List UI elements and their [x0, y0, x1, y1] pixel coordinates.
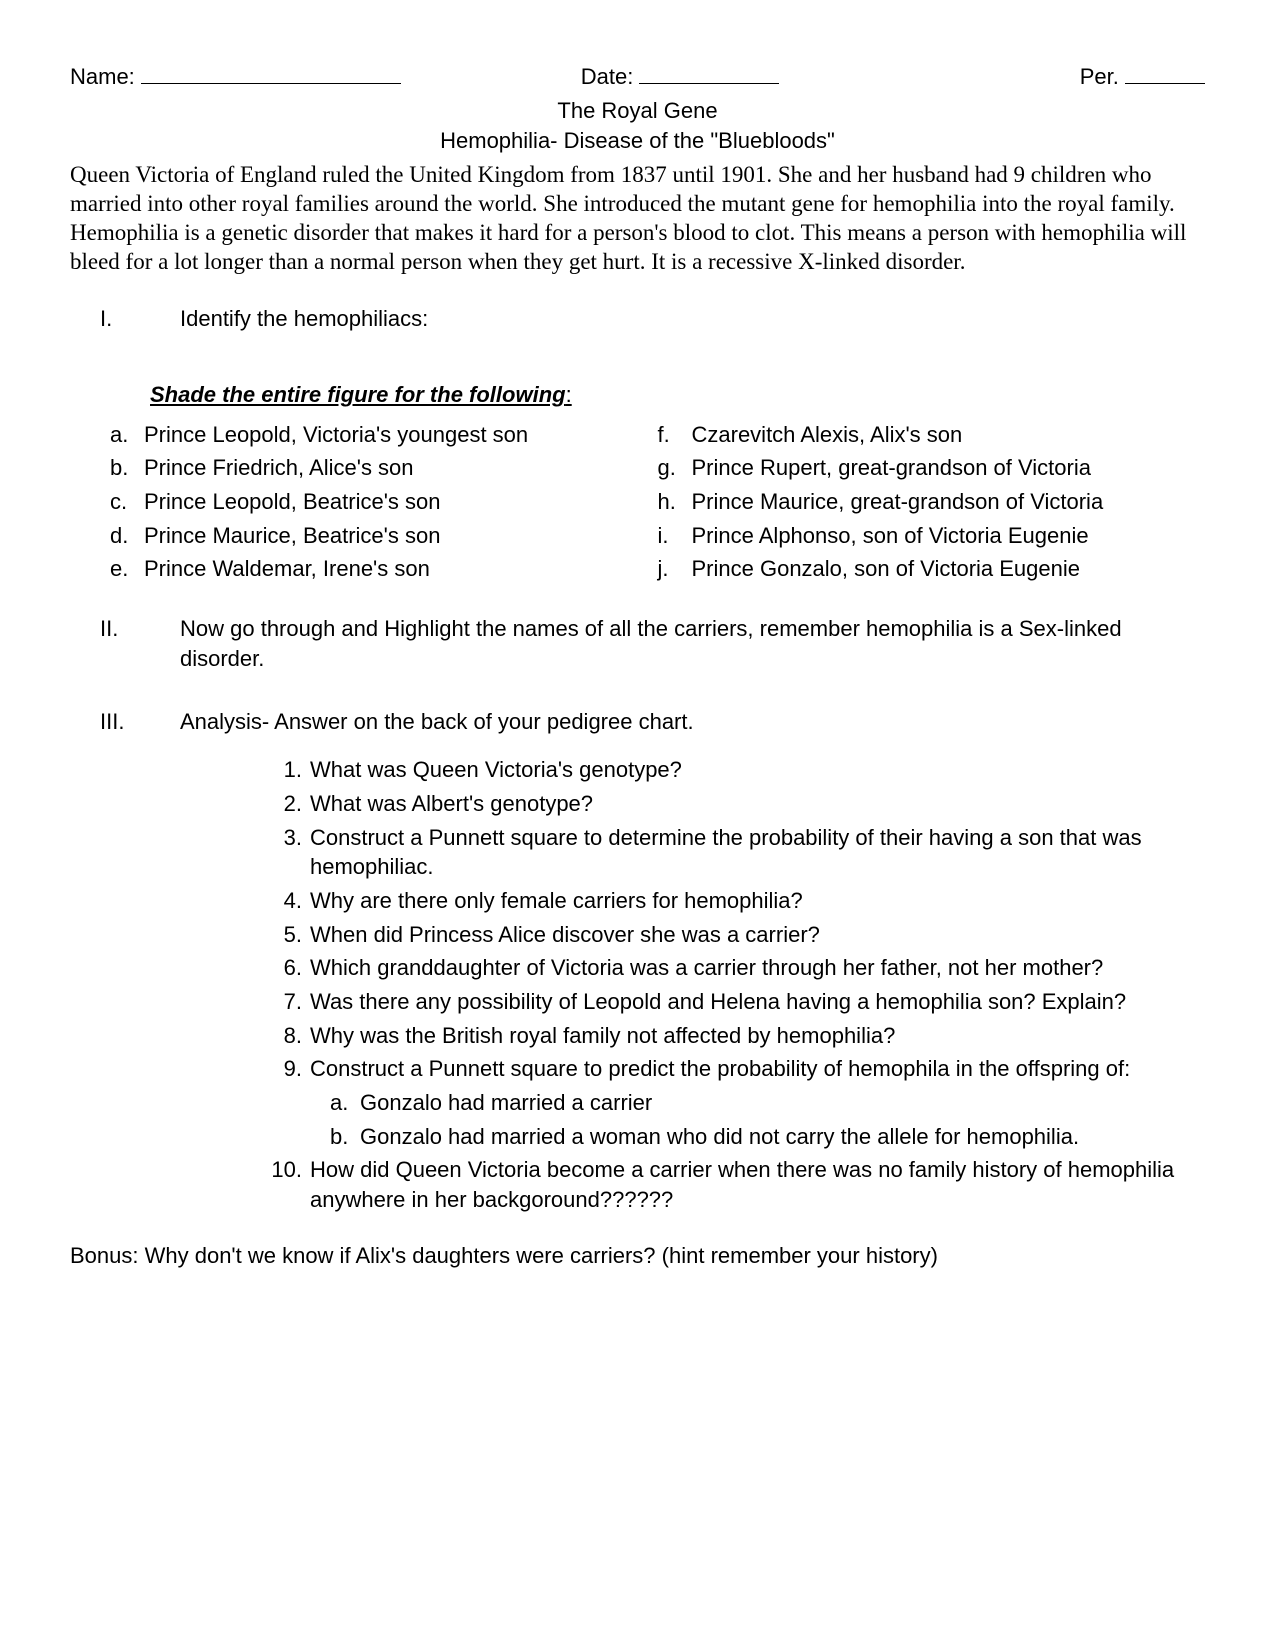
section-1-text: Identify the hemophiliacs: — [180, 304, 1205, 334]
header-row: Name: Date: Per. — [70, 60, 1205, 92]
roman-numeral-3: III. — [100, 707, 180, 737]
date-label: Date: — [581, 64, 634, 89]
per-field: Per. — [1001, 60, 1205, 92]
item-text: Prince Alphonso, son of Victoria Eugenie — [692, 521, 1089, 551]
list-item: d.Prince Maurice, Beatrice's son — [110, 521, 658, 551]
right-column: f.Czarevitch Alexis, Alix's son g.Prince… — [658, 420, 1206, 588]
item-text: Prince Friedrich, Alice's son — [144, 453, 414, 483]
sub-text: Gonzalo had married a woman who did not … — [360, 1122, 1079, 1152]
question-num: 10. — [270, 1155, 310, 1214]
list-item: f.Czarevitch Alexis, Alix's son — [658, 420, 1206, 450]
item-text: Prince Leopold, Beatrice's son — [144, 487, 440, 517]
title-1: The Royal Gene — [70, 96, 1205, 126]
list-item: i.Prince Alphonso, son of Victoria Eugen… — [658, 521, 1206, 551]
sub-letter: b. — [330, 1122, 360, 1152]
question-num: 6. — [270, 953, 310, 983]
item-text: Prince Maurice, Beatrice's son — [144, 521, 440, 551]
name-blank[interactable] — [141, 60, 401, 84]
question-text: What was Queen Victoria's genotype? — [310, 755, 1205, 785]
item-letter: f. — [658, 420, 692, 450]
section-2-text: Now go through and Highlight the names o… — [180, 614, 1205, 673]
section-2: II. Now go through and Highlight the nam… — [100, 614, 1205, 673]
item-text: Prince Maurice, great-grandson of Victor… — [692, 487, 1104, 517]
question-text: When did Princess Alice discover she was… — [310, 920, 1205, 950]
date-blank[interactable] — [639, 60, 779, 84]
question-list: 1.What was Queen Victoria's genotype? 2.… — [270, 755, 1205, 1215]
question-num: 9. — [270, 1054, 310, 1084]
per-blank[interactable] — [1125, 60, 1205, 84]
list-item: c.Prince Leopold, Beatrice's son — [110, 487, 658, 517]
question-num: 2. — [270, 789, 310, 819]
q9-sublist: a.Gonzalo had married a carrier b.Gonzal… — [330, 1088, 1205, 1151]
bonus-question: Bonus: Why don't we know if Alix's daugh… — [70, 1241, 1205, 1271]
left-column: a.Prince Leopold, Victoria's youngest so… — [110, 420, 658, 588]
item-letter: c. — [110, 487, 144, 517]
question-text: Construct a Punnett square to determine … — [310, 823, 1205, 882]
section-1: I. Identify the hemophiliacs: — [100, 304, 1205, 334]
question-text: Why was the British royal family not aff… — [310, 1021, 1205, 1051]
question-num: 3. — [270, 823, 310, 882]
hemophiliac-list: a.Prince Leopold, Victoria's youngest so… — [110, 420, 1205, 588]
list-item: j.Prince Gonzalo, son of Victoria Eugeni… — [658, 554, 1206, 584]
sub-item: a.Gonzalo had married a carrier — [330, 1088, 1205, 1118]
question-item: 10.How did Queen Victoria become a carri… — [270, 1155, 1205, 1214]
sub-letter: a. — [330, 1088, 360, 1118]
question-item: 3.Construct a Punnett square to determin… — [270, 823, 1205, 882]
item-letter: e. — [110, 554, 144, 584]
question-item: 6.Which granddaughter of Victoria was a … — [270, 953, 1205, 983]
item-text: Prince Rupert, great-grandson of Victori… — [692, 453, 1091, 483]
item-letter: i. — [658, 521, 692, 551]
name-label: Name: — [70, 64, 135, 89]
list-item: e.Prince Waldemar, Irene's son — [110, 554, 658, 584]
question-text: What was Albert's genotype? — [310, 789, 1205, 819]
item-letter: j. — [658, 554, 692, 584]
shade-instruction-text: Shade the entire figure for the followin… — [150, 382, 566, 407]
section-3: III. Analysis- Answer on the back of you… — [100, 707, 1205, 737]
question-num: 1. — [270, 755, 310, 785]
sub-item: b.Gonzalo had married a woman who did no… — [330, 1122, 1205, 1152]
item-letter: b. — [110, 453, 144, 483]
title-2: Hemophilia- Disease of the "Bluebloods" — [70, 126, 1205, 156]
question-text: Which granddaughter of Victoria was a ca… — [310, 953, 1205, 983]
question-text: Construct a Punnett square to predict th… — [310, 1054, 1205, 1084]
list-item: a.Prince Leopold, Victoria's youngest so… — [110, 420, 658, 450]
list-item: b.Prince Friedrich, Alice's son — [110, 453, 658, 483]
item-letter: a. — [110, 420, 144, 450]
question-item: 8.Why was the British royal family not a… — [270, 1021, 1205, 1051]
shade-instruction-colon: : — [566, 382, 572, 407]
date-field: Date: — [581, 60, 922, 92]
intro-paragraph: Queen Victoria of England ruled the Unit… — [70, 161, 1205, 276]
section-3-text: Analysis- Answer on the back of your ped… — [180, 707, 1205, 737]
question-item: 2.What was Albert's genotype? — [270, 789, 1205, 819]
item-text: Prince Leopold, Victoria's youngest son — [144, 420, 528, 450]
roman-numeral-1: I. — [100, 304, 180, 334]
question-item: 5.When did Princess Alice discover she w… — [270, 920, 1205, 950]
list-item: h.Prince Maurice, great-grandson of Vict… — [658, 487, 1206, 517]
item-text: Prince Waldemar, Irene's son — [144, 554, 430, 584]
name-field: Name: — [70, 60, 501, 92]
question-num: 8. — [270, 1021, 310, 1051]
per-label: Per. — [1080, 64, 1119, 89]
question-num: 5. — [270, 920, 310, 950]
item-letter: h. — [658, 487, 692, 517]
roman-numeral-2: II. — [100, 614, 180, 673]
question-text: Why are there only female carriers for h… — [310, 886, 1205, 916]
question-item: 7.Was there any possibility of Leopold a… — [270, 987, 1205, 1017]
question-text: How did Queen Victoria become a carrier … — [310, 1155, 1205, 1214]
question-item: 1.What was Queen Victoria's genotype? — [270, 755, 1205, 785]
sub-text: Gonzalo had married a carrier — [360, 1088, 652, 1118]
item-letter: g. — [658, 453, 692, 483]
shade-instruction: Shade the entire figure for the followin… — [150, 380, 1205, 410]
item-text: Czarevitch Alexis, Alix's son — [692, 420, 963, 450]
question-num: 7. — [270, 987, 310, 1017]
question-item: 9.Construct a Punnett square to predict … — [270, 1054, 1205, 1084]
list-item: g.Prince Rupert, great-grandson of Victo… — [658, 453, 1206, 483]
item-letter: d. — [110, 521, 144, 551]
item-text: Prince Gonzalo, son of Victoria Eugenie — [692, 554, 1081, 584]
question-item: 4.Why are there only female carriers for… — [270, 886, 1205, 916]
question-num: 4. — [270, 886, 310, 916]
question-text: Was there any possibility of Leopold and… — [310, 987, 1205, 1017]
